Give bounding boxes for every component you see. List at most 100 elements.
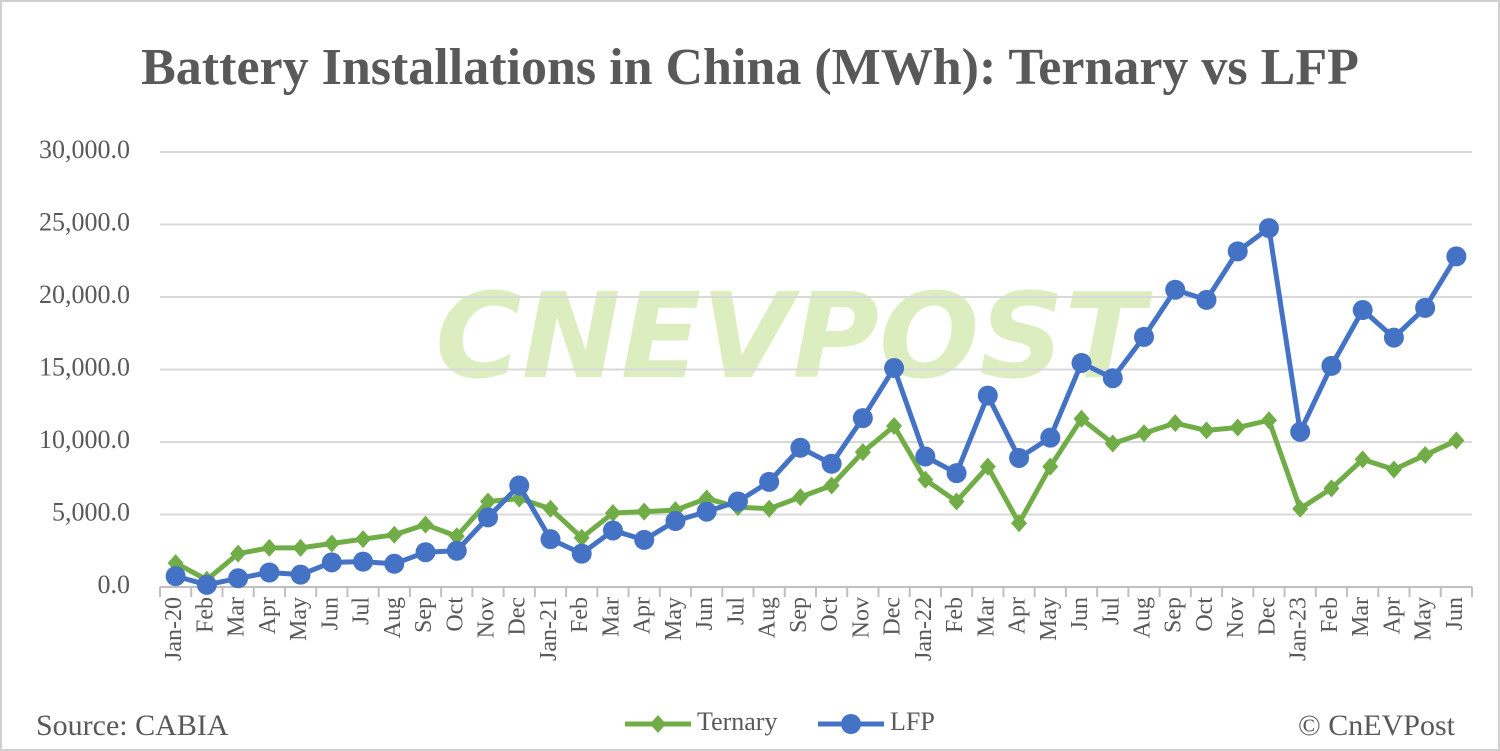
legend-label: Ternary xyxy=(697,707,777,736)
x-tick-label: Sep xyxy=(411,597,437,633)
x-tick-label: Nov xyxy=(848,597,874,638)
data-point xyxy=(355,530,372,549)
x-tick-label: Oct xyxy=(817,597,843,632)
x-tick-label: Jul xyxy=(723,597,749,625)
data-point xyxy=(415,542,436,563)
data-point xyxy=(480,492,496,511)
data-point xyxy=(1258,218,1279,239)
data-point xyxy=(1196,289,1217,310)
data-point xyxy=(1290,421,1311,442)
data-point xyxy=(821,453,842,474)
x-tick-label: Feb xyxy=(192,597,218,633)
data-point xyxy=(604,504,621,523)
x-tick-label: Jan-22 xyxy=(911,597,937,661)
x-tick-label: Apr xyxy=(1005,597,1031,634)
data-point xyxy=(417,515,434,534)
data-point xyxy=(1354,450,1371,469)
x-tick-label: Jul xyxy=(349,597,375,625)
data-point xyxy=(915,446,936,467)
watermark: CNEVPOST xyxy=(435,267,1153,405)
data-point xyxy=(573,528,590,547)
data-point xyxy=(823,476,840,495)
data-point xyxy=(571,543,592,564)
data-point xyxy=(1104,434,1121,453)
data-point xyxy=(386,525,403,544)
y-tick-label: 10,000.0 xyxy=(39,425,130,454)
data-point xyxy=(759,471,780,492)
x-tick-label: Jan-20 xyxy=(161,597,187,661)
data-point xyxy=(1165,279,1186,300)
x-tick-label: Oct xyxy=(442,597,468,632)
y-tick-label: 20,000.0 xyxy=(39,280,130,309)
data-point xyxy=(1198,421,1215,440)
data-point xyxy=(634,529,655,550)
data-point xyxy=(290,564,311,585)
data-point xyxy=(1040,427,1061,448)
data-point xyxy=(1417,446,1434,465)
x-tick-label: May xyxy=(1411,597,1437,641)
data-point xyxy=(228,568,249,589)
data-point xyxy=(1134,326,1154,347)
data-point xyxy=(1102,368,1123,389)
x-tick-label: Apr xyxy=(255,597,281,634)
x-tick-label: Aug xyxy=(755,597,781,638)
data-point xyxy=(196,574,217,595)
data-point xyxy=(761,499,778,518)
x-tick-label: Sep xyxy=(1161,597,1187,633)
data-point xyxy=(448,527,465,546)
data-point xyxy=(1448,431,1465,450)
data-point xyxy=(261,538,278,557)
data-point xyxy=(636,502,653,521)
x-tick-label: Dec xyxy=(505,597,531,636)
chart-title: Battery Installations in China (MWh): Te… xyxy=(141,39,1359,96)
x-tick-label: Jun xyxy=(1067,597,1093,630)
data-point xyxy=(1446,246,1467,267)
data-point xyxy=(446,540,467,561)
data-point xyxy=(1229,418,1246,437)
data-point xyxy=(1011,514,1028,533)
data-point xyxy=(384,553,405,574)
x-tick-label: Jan-23 xyxy=(1286,597,1312,661)
data-point xyxy=(977,385,998,406)
data-point xyxy=(540,529,561,550)
y-tick-label: 15,000.0 xyxy=(39,352,130,381)
legend-label: LFP xyxy=(890,707,935,736)
data-point xyxy=(292,538,309,557)
x-tick-label: Feb xyxy=(567,597,593,633)
legend-marker xyxy=(841,714,861,734)
data-point xyxy=(1167,414,1184,433)
data-point xyxy=(259,562,280,583)
data-point xyxy=(478,507,498,528)
source-note: Source: CABIA xyxy=(36,709,229,742)
x-tick-label: Mar xyxy=(1348,597,1374,637)
data-point xyxy=(542,499,559,518)
x-tick-label: Feb xyxy=(942,597,968,633)
y-tick-label: 25,000.0 xyxy=(39,207,130,236)
y-tick-label: 30,000.0 xyxy=(39,135,130,164)
data-point xyxy=(602,520,623,541)
data-point xyxy=(165,566,186,587)
x-tick-label: Feb xyxy=(1317,597,1343,633)
data-point xyxy=(1415,297,1436,318)
x-tick-label: Jun xyxy=(1442,597,1468,630)
x-tick-label: Oct xyxy=(1192,597,1218,632)
data-point xyxy=(230,544,247,563)
data-point xyxy=(727,491,748,512)
data-point xyxy=(1385,460,1402,479)
data-point xyxy=(852,408,873,429)
data-point xyxy=(917,470,934,489)
data-point xyxy=(509,475,530,496)
x-tick-label: Sep xyxy=(786,597,812,633)
x-tick-label: Jul xyxy=(1098,597,1124,625)
data-point xyxy=(884,358,905,379)
x-tick-label: Jun xyxy=(692,597,718,630)
x-tick-label: Jan-21 xyxy=(536,597,562,661)
data-point xyxy=(979,457,996,476)
data-point xyxy=(665,511,686,532)
data-point xyxy=(948,492,965,511)
data-point xyxy=(1227,241,1248,262)
x-tick-label: Nov xyxy=(474,597,500,638)
data-point xyxy=(353,551,374,572)
